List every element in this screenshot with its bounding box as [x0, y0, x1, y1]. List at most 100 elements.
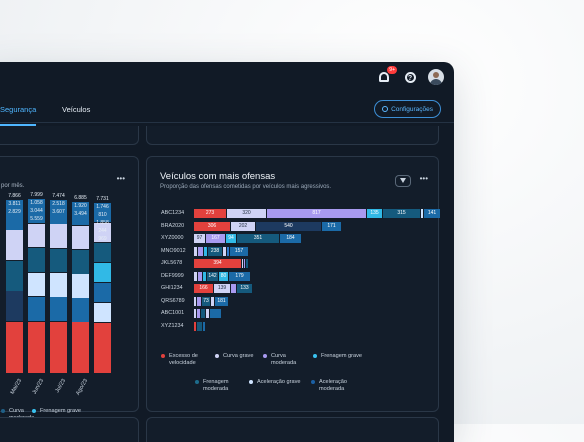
- bar-value-label: 7.999: [30, 192, 43, 198]
- bar-segment[interactable]: [94, 322, 111, 374]
- bar-segment[interactable]: [28, 272, 45, 297]
- bar-segment[interactable]: [198, 246, 203, 256]
- bar-segment[interactable]: [210, 309, 221, 318]
- bar-segment[interactable]: 817: [267, 209, 366, 218]
- bar-segment[interactable]: 202: [231, 221, 255, 231]
- bar-segment[interactable]: [28, 297, 45, 321]
- bar-segment[interactable]: 167: [206, 234, 225, 243]
- bar-segment[interactable]: [50, 273, 67, 297]
- bar-segment[interactable]: 184: [280, 234, 301, 243]
- bar-segment[interactable]: [194, 271, 197, 281]
- tab-seguranca[interactable]: Segurança: [0, 105, 37, 126]
- bar-segment[interactable]: [197, 296, 201, 306]
- bar-segment[interactable]: [201, 309, 205, 318]
- bar-segment[interactable]: [194, 309, 196, 318]
- bar-segment[interactable]: [72, 226, 89, 250]
- bar-segment[interactable]: [72, 250, 89, 274]
- filter-button[interactable]: [395, 175, 411, 187]
- bar-segment[interactable]: [72, 322, 89, 374]
- bar-segment[interactable]: 133: [237, 284, 252, 293]
- vehicle-plate-label: MNO9012: [161, 247, 186, 254]
- bar-segment[interactable]: 238: [208, 246, 222, 256]
- bar-segment[interactable]: [28, 223, 45, 248]
- bar-segment[interactable]: 394: [194, 259, 241, 268]
- bar-segment[interactable]: [194, 296, 196, 306]
- bar-segment[interactable]: [246, 259, 248, 268]
- notifications-button[interactable]: 9+: [376, 66, 397, 85]
- help-button[interactable]: ?: [402, 69, 418, 85]
- bar-segment[interactable]: [203, 271, 206, 281]
- gear-icon: [382, 106, 389, 112]
- bar-segment[interactable]: [194, 321, 196, 331]
- bar-segment[interactable]: 315: [383, 209, 420, 218]
- legend-swatch: [249, 380, 253, 384]
- tab-veiculos[interactable]: Veículos: [62, 105, 91, 114]
- bar-segment[interactable]: [94, 262, 111, 283]
- bar-segment[interactable]: [6, 291, 23, 322]
- x-axis-tick-label: Ago/23: [75, 378, 90, 397]
- bar-segment[interactable]: [197, 321, 202, 331]
- bar-segment[interactable]: 142: [207, 271, 218, 281]
- bar-segment[interactable]: [231, 284, 236, 293]
- bar-segment[interactable]: [94, 282, 111, 303]
- bar-segment[interactable]: [50, 321, 67, 374]
- bar-segment[interactable]: [421, 209, 423, 218]
- bar-segment[interactable]: 273: [194, 209, 226, 218]
- avatar[interactable]: [428, 69, 444, 85]
- bar-segment[interactable]: [72, 298, 89, 322]
- bar-segment[interactable]: [197, 309, 200, 318]
- bar-segment[interactable]: [194, 246, 197, 256]
- bar-segment[interactable]: [94, 242, 111, 263]
- bar-segment[interactable]: [203, 321, 205, 331]
- bar-segment[interactable]: [94, 203, 111, 223]
- bar-segment[interactable]: [72, 202, 89, 226]
- bar-value-label: 3.044: [30, 208, 43, 214]
- more-options-button[interactable]: •••: [419, 174, 428, 183]
- bar-segment[interactable]: [6, 230, 23, 261]
- bar-segment[interactable]: [223, 246, 226, 256]
- bar-segment[interactable]: [50, 297, 67, 322]
- bar-segment[interactable]: [28, 199, 45, 223]
- bar-segment[interactable]: 139: [214, 284, 230, 293]
- bar-segment[interactable]: [94, 222, 111, 243]
- bar-segment[interactable]: 97: [194, 234, 205, 243]
- bar-segment[interactable]: 166: [194, 284, 213, 293]
- bar-segment[interactable]: [244, 259, 245, 268]
- card-subtitle: por mês.: [1, 183, 25, 189]
- bar-segment[interactable]: 80: [219, 271, 228, 281]
- more-options-button[interactable]: •••: [116, 174, 125, 183]
- bar-segment[interactable]: 141: [424, 209, 440, 218]
- bar-segment[interactable]: 306: [194, 221, 230, 231]
- bar-value-label: 1.746: [96, 204, 109, 210]
- bar-segment[interactable]: 540: [256, 221, 321, 231]
- bar-segment[interactable]: [6, 200, 23, 230]
- bar-segment[interactable]: [50, 248, 67, 273]
- bar-segment[interactable]: [204, 246, 207, 256]
- bar-segment[interactable]: [28, 321, 45, 374]
- bar-segment[interactable]: 320: [227, 209, 266, 218]
- bar-segment[interactable]: 351: [237, 234, 279, 243]
- bar-segment[interactable]: [94, 302, 111, 322]
- nav-tabs: Segurança Veículos Configurações: [0, 96, 454, 126]
- legend-label: Excesso de velocidade: [169, 353, 198, 366]
- bar-segment[interactable]: [72, 274, 89, 298]
- bar-segment[interactable]: 94: [226, 234, 236, 243]
- bar-segment[interactable]: [6, 260, 23, 291]
- vehicle-plate-label: QRS6789: [161, 297, 185, 304]
- bar-segment[interactable]: 73: [202, 296, 210, 306]
- bar-segment[interactable]: 157: [230, 246, 248, 256]
- bar-segment[interactable]: [198, 271, 202, 281]
- bar-segment[interactable]: [242, 259, 243, 268]
- bar-segment[interactable]: 179: [229, 271, 250, 281]
- bar-segment[interactable]: 135: [367, 209, 382, 218]
- bar-segment[interactable]: [50, 224, 67, 249]
- bar-segment[interactable]: 171: [322, 221, 341, 231]
- bar-segment[interactable]: [227, 246, 229, 256]
- bar-segment[interactable]: [206, 309, 209, 318]
- bar-segment[interactable]: [6, 321, 23, 374]
- bar-segment[interactable]: [211, 296, 214, 306]
- bar-segment[interactable]: [50, 200, 67, 224]
- bar-segment[interactable]: 181: [215, 296, 228, 306]
- configuracoes-button[interactable]: Configurações: [374, 100, 441, 118]
- bar-segment[interactable]: [28, 248, 45, 272]
